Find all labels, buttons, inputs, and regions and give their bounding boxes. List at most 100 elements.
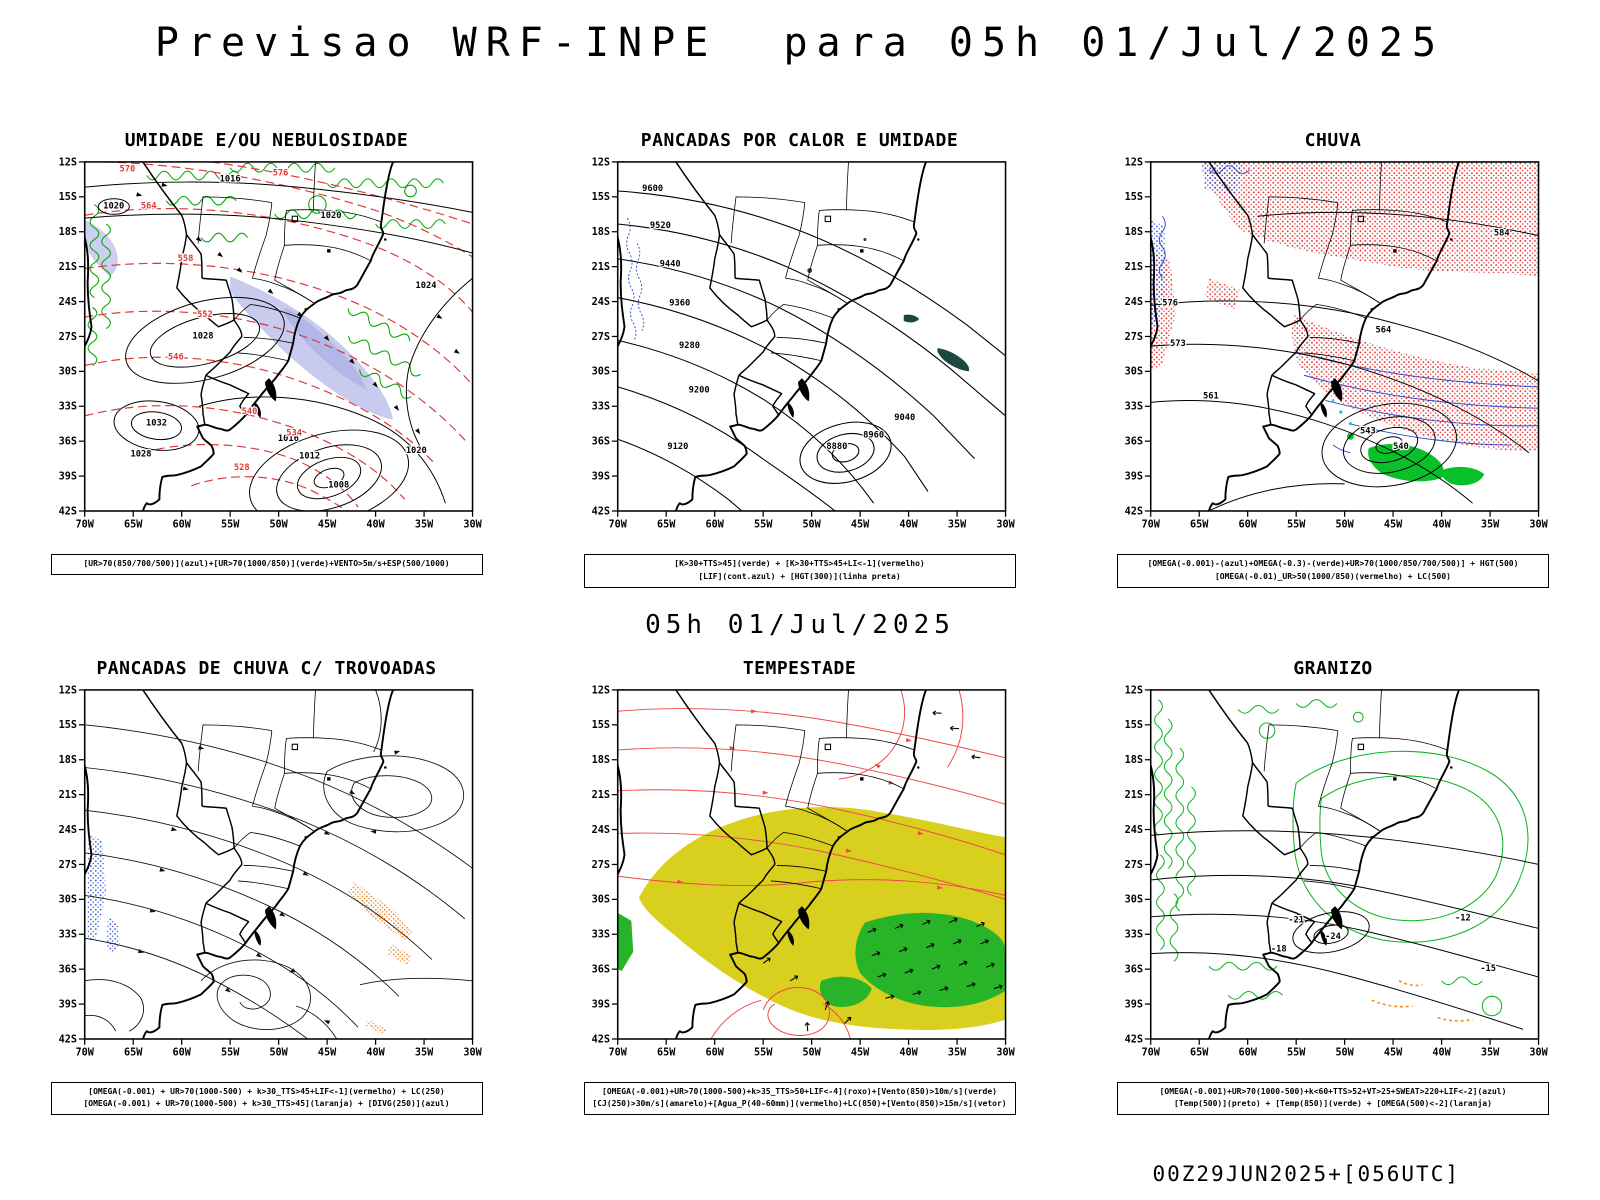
svg-text:27S: 27S	[58, 859, 76, 870]
svg-text:1008: 1008	[328, 481, 349, 491]
svg-text:40W: 40W	[899, 1047, 918, 1058]
svg-text:15S: 15S	[1125, 720, 1143, 731]
svg-text:35W: 35W	[414, 519, 433, 530]
svg-text:33S: 33S	[58, 929, 76, 940]
map-umidade: 12S 15S 18S 21S 24S 27S 30S 33S 36S 39S 42S 70W 65W 6…	[58, 157, 482, 530]
panel-umidade: UMIDADE E/OU NEBULOSIDADE	[24, 130, 510, 588]
svg-text:70W: 70W	[608, 519, 627, 530]
svg-text:39S: 39S	[591, 999, 609, 1010]
svg-text:561: 561	[1203, 392, 1219, 402]
legend-line: [OMEGA(-0.001)+UR>70(1000-500)+k<60+TTS>…	[1159, 1086, 1507, 1096]
svg-text:30W: 30W	[1529, 519, 1548, 530]
legend-line: [UR>70(850/700/500)](azul)+[UR>70(1000/8…	[83, 559, 450, 568]
svg-text:42S: 42S	[58, 1034, 76, 1045]
svg-text:55W: 55W	[753, 519, 772, 530]
svg-text:9120: 9120	[667, 442, 688, 452]
svg-text:27S: 27S	[591, 859, 609, 870]
svg-text:65W: 65W	[1190, 1047, 1209, 1058]
svg-text:70W: 70W	[75, 1047, 94, 1058]
svg-text:546: 546	[167, 353, 183, 363]
svg-text:9360: 9360	[669, 298, 690, 308]
svg-text:27S: 27S	[1125, 332, 1143, 343]
svg-text:15S: 15S	[1125, 192, 1143, 203]
svg-text:576: 576	[1162, 298, 1178, 308]
svg-text:534: 534	[286, 428, 302, 438]
svg-text:1020: 1020	[320, 211, 341, 221]
svg-text:21S: 21S	[591, 790, 609, 801]
svg-text:50W: 50W	[1335, 519, 1354, 530]
legend-line: [OMEGA(-0.001)-(azul)+OMEGA(-0.3)-(verde…	[1147, 559, 1519, 568]
svg-text:8960: 8960	[863, 430, 884, 440]
svg-text:21S: 21S	[58, 790, 76, 801]
svg-text:45W: 45W	[1384, 519, 1403, 530]
svg-text:9040: 9040	[894, 413, 915, 423]
legend-pancadas-calor: [K>30+TTS>45](verde) + [K>30+TTS>45+LI<-…	[583, 554, 1016, 588]
row-1: UMIDADE E/OU NEBULOSIDADE	[0, 130, 1600, 588]
legend-line: [CJ(250)>30m/s](amarelo)+[Agua_P(40-60mm…	[592, 1099, 1007, 1109]
svg-text:40W: 40W	[1432, 1047, 1451, 1058]
svg-text:35W: 35W	[1481, 519, 1500, 530]
svg-text:40W: 40W	[899, 519, 918, 530]
svg-text:35W: 35W	[947, 519, 966, 530]
svg-text:1028: 1028	[130, 450, 151, 460]
svg-text:24S: 24S	[1125, 297, 1143, 308]
panel-chuva: CHUVA	[1090, 130, 1576, 588]
page-title: Previsao WRF-INPE para 05h 01/Jul/2025	[154, 20, 1446, 66]
svg-text:30S: 30S	[58, 367, 76, 378]
svg-text:39S: 39S	[58, 471, 76, 482]
svg-text:9440: 9440	[659, 260, 680, 270]
svg-text:27S: 27S	[1125, 859, 1143, 870]
panel-title-pancadas-calor: PANCADAS POR CALOR E UMIDADE	[640, 130, 959, 151]
svg-text:42S: 42S	[58, 506, 76, 517]
svg-text:30S: 30S	[591, 894, 609, 905]
svg-text:564: 564	[1376, 326, 1392, 336]
svg-text:18S: 18S	[1125, 227, 1143, 238]
svg-text:36S: 36S	[58, 437, 76, 448]
svg-text:21S: 21S	[1125, 262, 1143, 273]
svg-text:21S: 21S	[1125, 790, 1143, 801]
svg-text:50W: 50W	[802, 1047, 821, 1058]
svg-text:36S: 36S	[591, 437, 609, 448]
svg-text:9520: 9520	[649, 221, 670, 231]
legend-trovoadas: [OMEGA(-0.001) + UR>70(1000-500) + k>30_…	[50, 1081, 483, 1116]
svg-text:27S: 27S	[58, 332, 76, 343]
svg-text:45W: 45W	[850, 519, 869, 530]
svg-text:45W: 45W	[850, 1047, 869, 1058]
svg-text:36S: 36S	[1125, 964, 1143, 975]
svg-text:55W: 55W	[220, 1047, 239, 1058]
svg-text:15S: 15S	[591, 192, 609, 203]
svg-text:15S: 15S	[58, 720, 76, 731]
svg-text:36S: 36S	[1125, 437, 1143, 448]
svg-text:30W: 30W	[463, 519, 482, 530]
svg-text:35W: 35W	[947, 1047, 966, 1058]
svg-text:30S: 30S	[1125, 367, 1143, 378]
svg-text:558: 558	[177, 254, 193, 264]
svg-text:-12: -12	[1455, 913, 1471, 923]
svg-text:55W: 55W	[1287, 1047, 1306, 1058]
svg-text:1016: 1016	[219, 174, 240, 184]
svg-text:35W: 35W	[414, 1047, 433, 1058]
svg-text:55W: 55W	[1287, 519, 1306, 530]
legend-line: [OMEGA(-0.001) + UR>70(1000-500) + k>30_…	[88, 1086, 445, 1096]
svg-text:70W: 70W	[608, 1047, 627, 1058]
svg-text:65W: 65W	[124, 1047, 143, 1058]
svg-text:60W: 60W	[172, 519, 191, 530]
svg-text:30S: 30S	[591, 367, 609, 378]
svg-text:42S: 42S	[1125, 506, 1143, 517]
svg-text:1028: 1028	[192, 331, 213, 341]
svg-text:42S: 42S	[591, 1034, 609, 1045]
map-tempestade: 12S 15S 18S 21S 24S 27S 30S 33S 36S 39S 42S 70W 65W 6…	[591, 685, 1015, 1058]
svg-text:-15: -15	[1480, 964, 1496, 974]
panel-title-chuva: CHUVA	[1304, 130, 1362, 151]
svg-text:30W: 30W	[996, 519, 1015, 530]
panel-granizo: GRANIZO	[1090, 658, 1576, 1116]
svg-text:24S: 24S	[58, 825, 76, 836]
svg-text:18S: 18S	[591, 227, 609, 238]
svg-text:12S: 12S	[58, 685, 76, 696]
svg-text:1012: 1012	[299, 452, 320, 462]
svg-text:30S: 30S	[1125, 894, 1143, 905]
panel-pancadas-calor: PANCADAS POR CALOR E UMIDADE	[557, 130, 1043, 588]
svg-text:30S: 30S	[58, 894, 76, 905]
svg-text:24S: 24S	[58, 297, 76, 308]
svg-text:33S: 33S	[1125, 929, 1143, 940]
